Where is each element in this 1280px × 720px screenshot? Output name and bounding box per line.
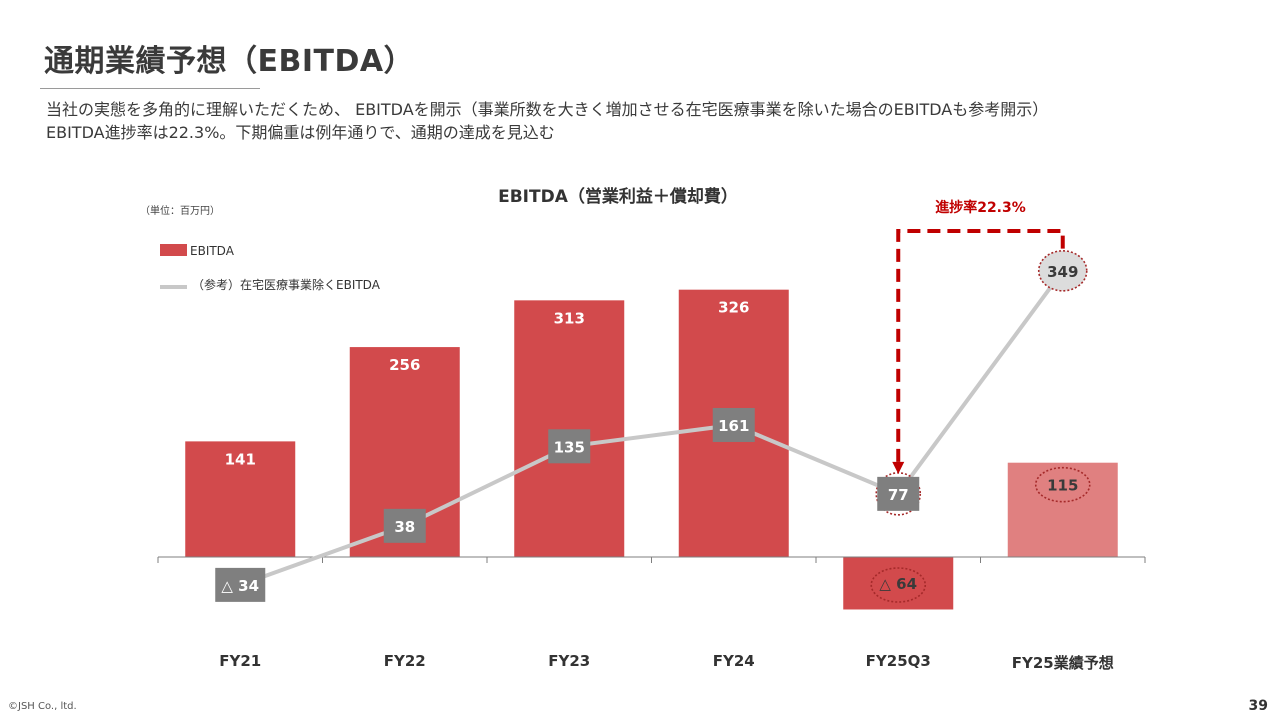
line-label: 135 [554, 438, 585, 456]
bar-label: 313 [554, 309, 585, 327]
bar-fy23 [514, 300, 625, 557]
bar-label: 115 [1047, 477, 1078, 495]
legend-line-label: （参考）在宅医療事業除くEBITDA [192, 277, 381, 292]
progress-annotation: 進捗率22.3% [935, 199, 1026, 216]
bar-label: 141 [225, 450, 256, 468]
progress-arrowhead [892, 461, 905, 474]
category-label: FY25Q3 [866, 652, 931, 670]
legend-bar-label: EBITDA [190, 244, 235, 258]
category-label: FY22 [384, 652, 426, 670]
line-label: △ 34 [221, 577, 259, 595]
bar-fy25業績予想 [1007, 462, 1118, 557]
copyright-footer: ©JSH Co., ltd. [8, 701, 77, 712]
category-label: FY21 [219, 652, 261, 670]
category-label: FY23 [548, 652, 590, 670]
unit-label: （単位：百万円） [140, 204, 220, 217]
line-marker [712, 407, 755, 442]
category-label: FY25業績予想 [1012, 654, 1114, 672]
bar-label: △ 64 [879, 575, 917, 593]
line-marker [548, 429, 591, 464]
bar-label: 256 [389, 356, 420, 374]
legend-bar-swatch [160, 244, 187, 256]
line-marker [877, 476, 920, 511]
line-marker [383, 508, 426, 543]
bar-fy21 [185, 441, 296, 557]
line-marker [215, 567, 266, 602]
highlight-ellipse [1037, 250, 1088, 292]
page-number: 39 [1248, 698, 1268, 714]
line-label: 77 [888, 486, 909, 504]
bar-label: 326 [718, 299, 749, 317]
line-label: 161 [718, 417, 749, 435]
reference-ebitda-line [239, 269, 1065, 587]
highlight-ellipse [870, 567, 927, 603]
highlight-ellipse [1034, 466, 1091, 503]
line-label: 349 [1047, 263, 1078, 281]
category-label: FY24 [713, 652, 755, 670]
line-label: 38 [394, 518, 415, 536]
progress-bracket [896, 229, 1065, 462]
bar-fy25q3 [843, 557, 954, 610]
chart-title: EBITDA（営業利益＋償却費） [498, 186, 738, 207]
page-title: 通期業績予想（EBITDA） [44, 44, 415, 79]
subtitle-line-1: 当社の実態を多角的に理解いただくため、 EBITDAを開示（事業所数を大きく増加… [46, 100, 1049, 119]
title-underline [40, 88, 260, 89]
subtitle-line-2: EBITDA進捗率は22.3%。下期偏重は例年通りで、通期の達成を見込む [46, 123, 555, 142]
